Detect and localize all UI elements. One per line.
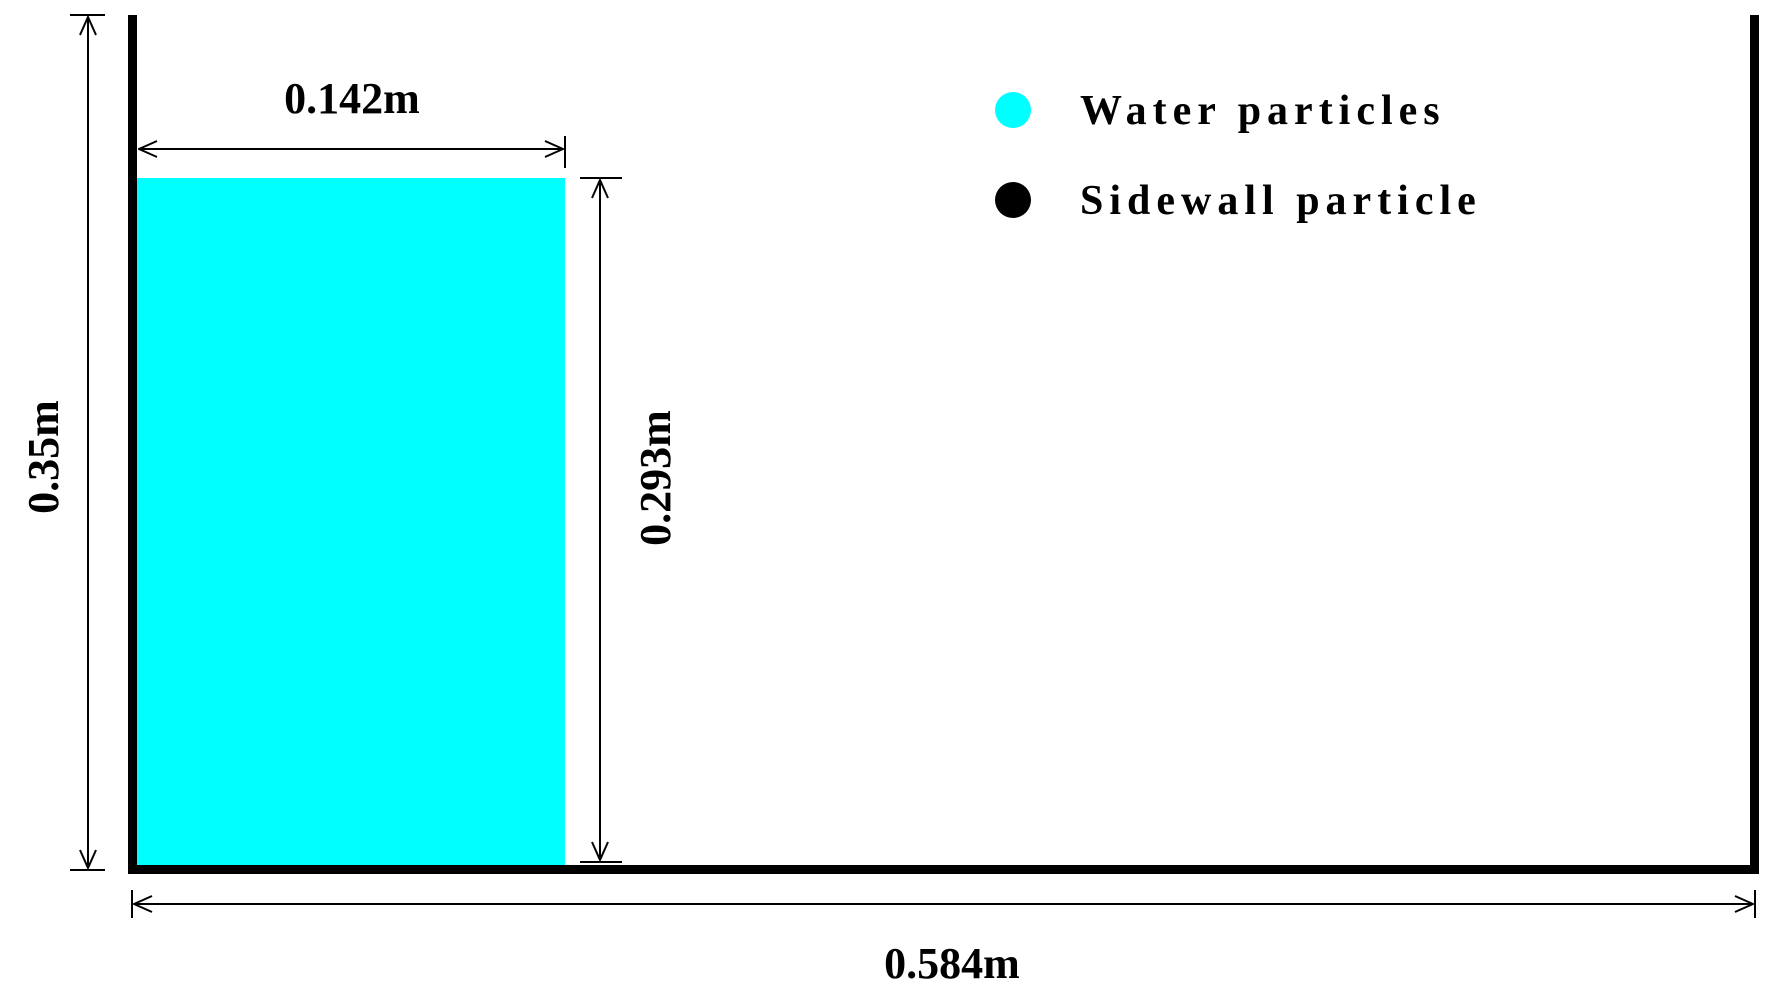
legend: Water particles Sidewall particle — [995, 88, 1482, 224]
water-width-dimension: 0.142m — [139, 74, 566, 168]
water-column — [135, 178, 565, 865]
water-particle-label: Water particles — [1080, 88, 1446, 134]
sidewall-particle-marker — [995, 182, 1031, 218]
tank-height-label: 0.35m — [19, 400, 68, 514]
tank-floor — [128, 865, 1759, 874]
water-particle-marker — [995, 92, 1031, 128]
tank-length-dimension: 0.584m — [131, 890, 1756, 988]
right-wall — [1750, 15, 1759, 873]
left-wall — [128, 15, 137, 873]
water-height-label: 0.293m — [631, 410, 680, 546]
tank-height-dimension: 0.35m — [19, 14, 105, 871]
water-width-label: 0.142m — [284, 74, 420, 123]
sidewall-particle-label: Sidewall particle — [1080, 178, 1482, 224]
water-height-dimension: 0.293m — [580, 177, 680, 863]
tank-walls — [128, 15, 1759, 874]
tank-length-label: 0.584m — [884, 939, 1020, 988]
